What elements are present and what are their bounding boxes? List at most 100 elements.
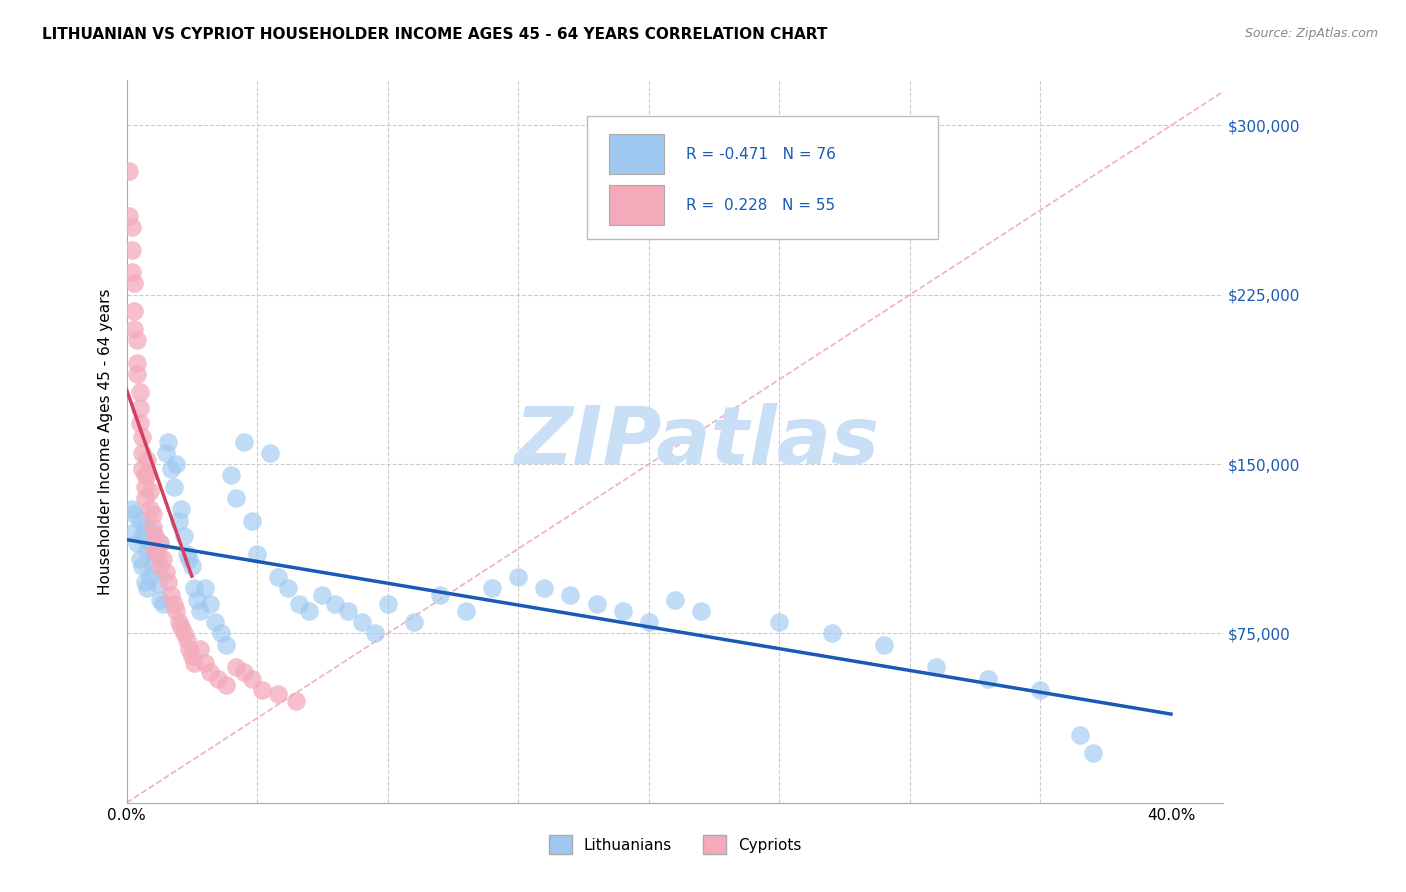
Point xyxy=(155,566,177,580)
Text: R = -0.471   N = 76: R = -0.471 N = 76 xyxy=(686,147,835,162)
Text: R =  0.228   N = 55: R = 0.228 N = 55 xyxy=(686,198,835,213)
Point xyxy=(143,529,166,543)
Point xyxy=(977,672,1000,686)
Point xyxy=(1069,728,1091,742)
Point xyxy=(664,592,686,607)
Point xyxy=(149,536,172,550)
Point xyxy=(124,507,146,521)
Point xyxy=(125,333,148,347)
Point xyxy=(481,582,503,596)
Bar xyxy=(609,185,664,225)
Point xyxy=(194,582,217,596)
Point xyxy=(209,626,232,640)
Point xyxy=(165,457,187,471)
Point xyxy=(118,209,141,223)
Point xyxy=(143,548,166,562)
Point xyxy=(134,480,156,494)
Point xyxy=(167,615,190,630)
Point xyxy=(768,615,790,630)
Point xyxy=(146,576,169,591)
Point xyxy=(139,502,162,516)
Point xyxy=(204,615,226,630)
Point xyxy=(139,570,162,584)
Point xyxy=(533,582,555,596)
Point xyxy=(162,597,184,611)
Point xyxy=(170,620,193,634)
Point xyxy=(176,633,198,648)
Point xyxy=(136,582,159,596)
Point xyxy=(124,524,146,539)
Point xyxy=(267,570,290,584)
Point xyxy=(149,558,172,573)
Point xyxy=(176,548,198,562)
Point xyxy=(142,520,165,534)
Point xyxy=(121,265,143,279)
Point xyxy=(134,491,156,505)
Point xyxy=(128,514,150,528)
Point xyxy=(820,626,842,640)
Point xyxy=(215,678,238,692)
Point xyxy=(188,642,211,657)
Point xyxy=(179,552,201,566)
Point xyxy=(240,672,263,686)
Point xyxy=(131,529,153,543)
Point xyxy=(143,542,166,557)
Point xyxy=(194,656,217,670)
Point xyxy=(118,163,141,178)
Point xyxy=(128,417,150,431)
Point xyxy=(198,597,221,611)
Point xyxy=(180,648,202,663)
Point xyxy=(267,687,290,701)
Point xyxy=(225,660,247,674)
Point xyxy=(124,321,146,335)
Point xyxy=(139,484,162,499)
Y-axis label: Householder Income Ages 45 - 64 years: Householder Income Ages 45 - 64 years xyxy=(97,288,112,595)
Point xyxy=(131,558,153,573)
Point xyxy=(288,597,311,611)
Point xyxy=(402,615,425,630)
Point xyxy=(560,588,582,602)
Point xyxy=(157,434,180,449)
Point xyxy=(188,604,211,618)
Point xyxy=(350,615,373,630)
Point xyxy=(128,384,150,399)
Point xyxy=(259,446,281,460)
Point xyxy=(277,582,299,596)
Point xyxy=(246,548,269,562)
Point xyxy=(152,552,174,566)
Point xyxy=(124,303,146,318)
Point xyxy=(612,604,634,618)
Point xyxy=(149,592,172,607)
Point xyxy=(170,502,193,516)
Point xyxy=(142,507,165,521)
Point xyxy=(167,514,190,528)
Point xyxy=(925,660,948,674)
Point xyxy=(125,536,148,550)
Point xyxy=(136,468,159,483)
Point xyxy=(429,588,451,602)
Point xyxy=(173,626,195,640)
Point xyxy=(454,604,477,618)
Point xyxy=(873,638,896,652)
Point xyxy=(173,529,195,543)
Point xyxy=(134,574,156,589)
Point xyxy=(325,597,347,611)
Point xyxy=(219,468,242,483)
Point xyxy=(298,604,321,618)
Point xyxy=(136,542,159,557)
Point xyxy=(207,672,229,686)
Point xyxy=(121,502,143,516)
Point xyxy=(585,597,607,611)
Text: Source: ZipAtlas.com: Source: ZipAtlas.com xyxy=(1244,27,1378,40)
Text: LITHUANIAN VS CYPRIOT HOUSEHOLDER INCOME AGES 45 - 64 YEARS CORRELATION CHART: LITHUANIAN VS CYPRIOT HOUSEHOLDER INCOME… xyxy=(42,27,828,42)
Point xyxy=(363,626,385,640)
Point xyxy=(508,570,530,584)
Point xyxy=(186,592,208,607)
Point xyxy=(311,588,333,602)
Point xyxy=(165,604,187,618)
Point xyxy=(121,220,143,235)
Point xyxy=(180,558,202,573)
Point xyxy=(131,461,153,475)
Point xyxy=(225,491,247,505)
Point xyxy=(152,597,174,611)
